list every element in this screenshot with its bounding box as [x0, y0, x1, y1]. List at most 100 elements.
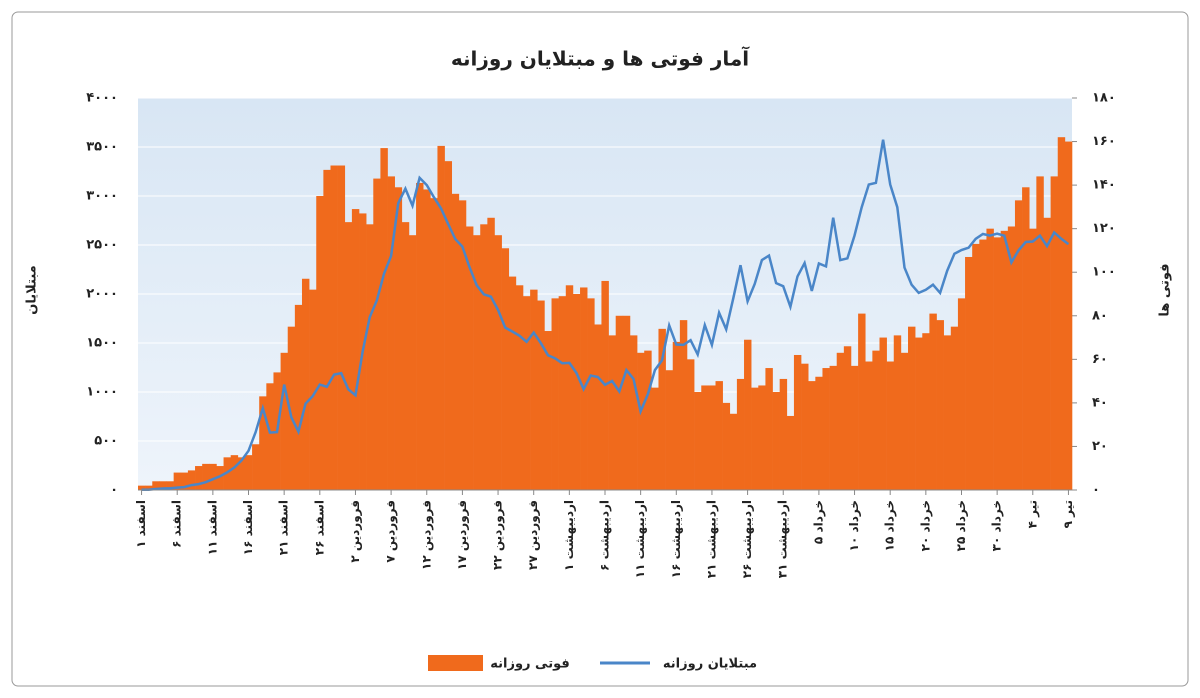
x-tick-label: ۲۲ فروردین — [491, 500, 506, 570]
bar — [494, 235, 502, 490]
bar — [808, 381, 816, 490]
x-tick-label: ۵ خرداد — [811, 500, 825, 544]
bar — [608, 335, 616, 490]
chart-title: آمار فوتی ها و مبتلایان روزانه — [451, 46, 750, 71]
y2-tick-label: ۶۰ — [1092, 352, 1108, 367]
bar — [244, 455, 253, 490]
x-tick-label: ۱ اسفند — [134, 500, 148, 548]
y-tick-label: ۱۰۰۰ — [86, 385, 118, 400]
y-tick-label: ۳۵۰۰ — [86, 140, 118, 155]
bar — [908, 326, 916, 490]
bar — [180, 472, 189, 490]
bar — [879, 337, 887, 490]
y2-tick-label: ۱۲۰ — [1092, 221, 1116, 236]
bar — [487, 217, 495, 490]
bar — [801, 363, 809, 490]
bar — [380, 148, 388, 491]
x-tick-label: ۲۰ خرداد — [918, 500, 932, 551]
y-tick-label: ۳۰۰۰ — [86, 189, 118, 204]
y-tick-label: ۴۰۰۰ — [86, 91, 118, 106]
bar — [850, 365, 859, 490]
x-tick-label: ۶ اسفند — [170, 500, 184, 548]
bar — [572, 294, 581, 490]
x-tick-label: ۲۱ اردیبهشت — [704, 500, 718, 578]
bar — [644, 350, 652, 490]
x-tick-label: ۱۶ اسفند — [241, 500, 255, 555]
bar — [729, 413, 738, 490]
bar — [166, 481, 174, 490]
x-tick-label: ۷ فروردین — [384, 500, 399, 563]
bar — [551, 298, 559, 490]
bar — [993, 237, 1002, 490]
x-tick-label: ۴ تیر — [1025, 500, 1039, 528]
bar — [337, 165, 346, 490]
bar — [758, 385, 766, 490]
bar — [986, 228, 994, 490]
bar — [936, 320, 944, 490]
bar — [465, 226, 474, 490]
bar — [1014, 200, 1023, 490]
bar — [751, 387, 759, 490]
bar — [473, 235, 481, 490]
x-tick-label: ۱۱ اردیبهشت — [633, 500, 647, 578]
bar — [658, 328, 666, 490]
bar — [665, 370, 674, 490]
bar — [893, 335, 902, 490]
bar — [373, 178, 381, 491]
bar — [437, 145, 445, 490]
y2-tick-label: ۰ — [1092, 483, 1100, 498]
bar — [401, 222, 410, 490]
bar — [765, 368, 773, 490]
bar — [287, 326, 296, 490]
y2-tick-label: ۱۸۰ — [1092, 91, 1116, 106]
bar — [865, 361, 873, 490]
y-axis-title: مبتلایان — [25, 265, 40, 314]
bar — [1036, 176, 1044, 490]
bar — [152, 481, 160, 490]
bar — [694, 392, 702, 490]
bar — [679, 320, 688, 490]
bar — [266, 383, 274, 490]
bar — [458, 200, 467, 490]
y-tick-label: ۲۰۰۰ — [86, 287, 118, 302]
bar — [416, 182, 424, 490]
bar — [886, 361, 895, 490]
bar — [344, 222, 353, 490]
bar — [558, 296, 567, 490]
y-tick-label: ۲۵۰۰ — [86, 238, 118, 253]
bar — [195, 466, 203, 490]
bar — [1043, 217, 1051, 490]
bar — [259, 396, 267, 490]
bar — [444, 161, 453, 490]
bar — [366, 224, 374, 491]
bar — [209, 463, 217, 490]
bar — [202, 463, 210, 490]
bar — [1064, 141, 1073, 491]
x-tick-label: ۳۱ اردیبهشت — [776, 500, 790, 578]
bar — [594, 324, 602, 490]
bar — [708, 385, 716, 490]
bar — [950, 326, 959, 490]
x-tick-label: ۱۱ اسفند — [205, 500, 219, 555]
bar — [615, 315, 624, 490]
bar — [173, 472, 182, 490]
bar — [629, 335, 638, 490]
legend-swatch — [428, 655, 483, 671]
x-tick-label: ۱۰ خرداد — [847, 500, 861, 551]
bar — [187, 470, 196, 490]
bar — [793, 354, 802, 490]
bar — [280, 352, 289, 490]
y2-tick-label: ۱۰۰ — [1092, 265, 1116, 280]
line — [141, 139, 1070, 492]
bar — [915, 337, 923, 490]
bar — [501, 248, 510, 490]
x-tick-label: ۱۶ اردیبهشت — [669, 500, 683, 578]
bar — [544, 331, 552, 490]
bar — [1029, 228, 1037, 490]
bar — [330, 165, 338, 490]
bar — [872, 350, 880, 490]
bar — [230, 455, 239, 490]
y-tick-label: ۱۵۰۰ — [86, 336, 118, 351]
